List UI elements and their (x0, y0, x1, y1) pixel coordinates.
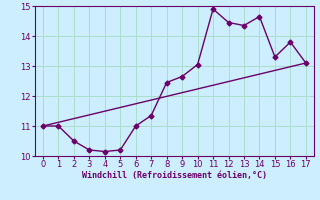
X-axis label: Windchill (Refroidissement éolien,°C): Windchill (Refroidissement éolien,°C) (82, 171, 267, 180)
